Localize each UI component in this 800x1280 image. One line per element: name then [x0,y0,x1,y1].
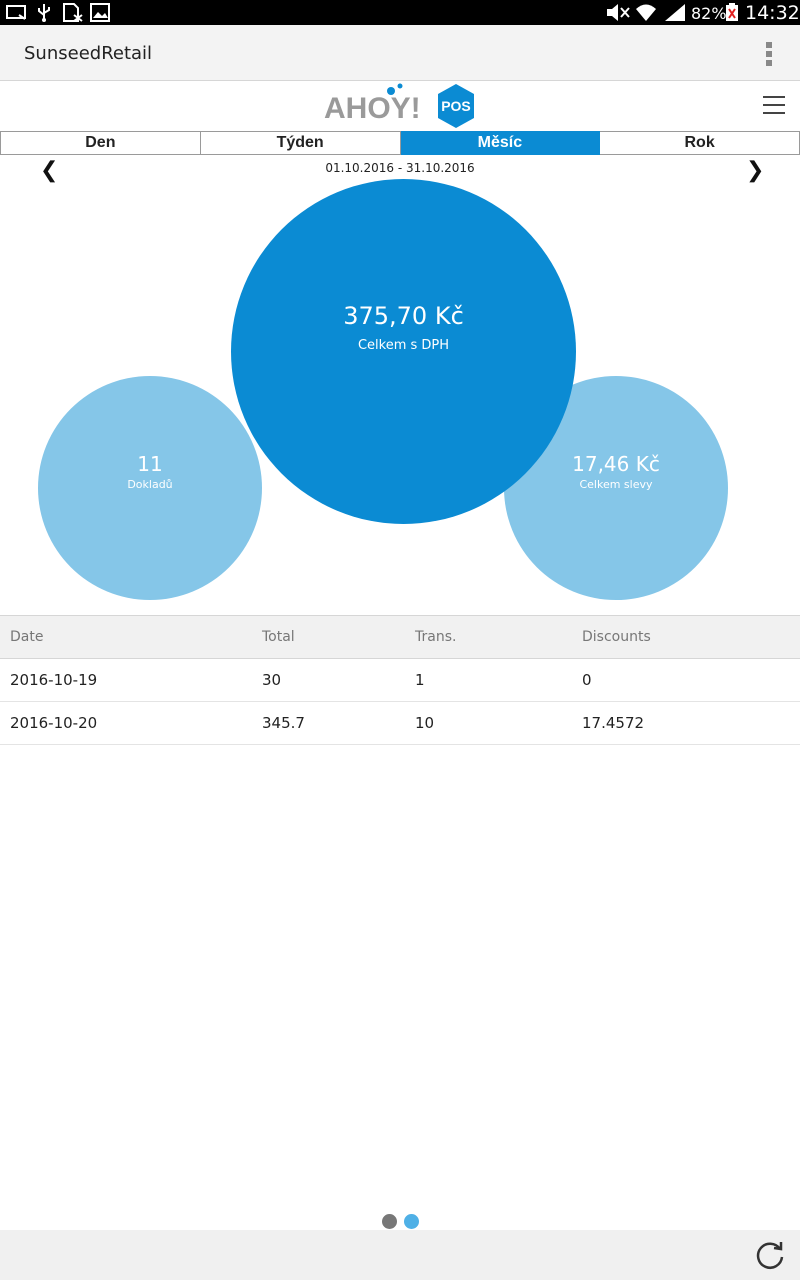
page-indicator-2[interactable] [404,1214,419,1229]
tab-week[interactable]: Týden [200,131,401,155]
prev-period-button[interactable]: ❮ [40,158,59,183]
signal-icon [665,4,685,21]
tab-day[interactable]: Den [0,131,201,155]
mute-icon [607,4,630,21]
logo-text: AHOY! [324,92,421,125]
logo-row: AHOY! POS [0,82,800,130]
tab-month[interactable]: Měsíc [400,131,601,155]
table-row[interactable]: 2016-10-20 345.7 10 17.4572 [0,702,800,745]
refresh-icon[interactable] [754,1239,786,1271]
page-indicator-1[interactable] [382,1214,397,1229]
documents-count: 11 [137,451,163,476]
header-date: Date [10,629,44,645]
wifi-icon [636,4,656,21]
period-tabs: Den Týden Měsíc Rok [0,131,800,155]
app-title: SunseedRetail [24,43,153,64]
logo-badge: POS [441,98,471,114]
sales-table: Date Total Trans. Discounts 2016-10-19 3… [0,615,800,745]
cell-total: 30 [262,671,282,689]
action-bar: SunseedRetail [0,25,800,81]
total-value: 375,70 Kč [343,302,464,330]
cell-trans: 1 [415,671,425,689]
table-row[interactable]: 2016-10-19 30 1 0 [0,659,800,702]
cell-trans: 10 [415,714,435,732]
tab-year[interactable]: Rok [600,131,800,155]
cell-discounts: 0 [582,671,592,689]
header-trans: Trans. [415,629,457,645]
status-bar: 82% 14:32 [0,0,800,25]
discount-label: Celkem slevy [579,477,653,491]
cell-total: 345.7 [262,714,305,732]
cell-date: 2016-10-20 [10,714,98,732]
cast-icon [6,5,26,20]
next-period-button[interactable]: ❯ [746,158,765,183]
total-label: Celkem s DPH [357,338,450,353]
sim-icon [63,3,83,22]
total-bubble: 375,70 Kč Celkem s DPH [231,179,576,524]
documents-bubble: 11 Dokladů [38,376,262,600]
table-header: Date Total Trans. Discounts [0,615,800,659]
cell-date: 2016-10-19 [10,671,98,689]
cell-discounts: 17.4572 [582,714,645,732]
documents-label: Dokladů [127,477,173,491]
ahoy-pos-logo: AHOY! POS [324,83,474,128]
hamburger-menu-icon[interactable] [763,96,785,116]
overflow-menu-icon[interactable] [765,42,773,66]
date-range: 01.10.2016 - 31.10.2016 [325,161,475,175]
header-discounts: Discounts [582,629,651,645]
battery-percent: 82% [691,4,727,23]
discount-value: 17,46 Kč [572,451,660,476]
battery-icon [726,3,738,21]
usb-icon [38,4,50,22]
clock: 14:32 [745,2,800,24]
header-total: Total [262,629,295,645]
bottom-bar [0,1230,800,1280]
image-icon [90,3,110,22]
